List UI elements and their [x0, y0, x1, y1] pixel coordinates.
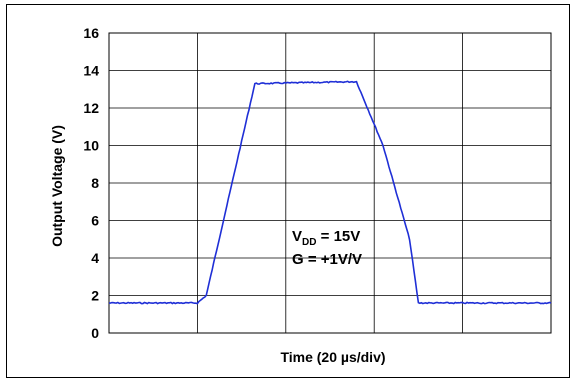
x-axis-label: Time (20 µs/div) [280, 349, 385, 365]
y-tick-label: 10 [83, 138, 99, 154]
y-tick-label: 4 [91, 250, 99, 266]
series-line-output-voltage [108, 80, 552, 305]
y-tick-label: 12 [83, 100, 99, 116]
y-tick-label: 0 [91, 325, 99, 341]
chart-frame [6, 4, 570, 378]
y-tick-label: 14 [83, 63, 99, 79]
y-tick-label: 2 [91, 288, 99, 304]
annotation-vdd: VDD = 15V [292, 228, 360, 248]
y-tick-label: 8 [91, 175, 99, 191]
y-tick-label: 6 [91, 213, 99, 229]
y-axis-ticks: 0 2 4 6 8 10 12 14 16 [83, 25, 99, 341]
annotation-vdd-sub: DD [302, 237, 316, 248]
y-axis-label: Output Voltage (V) [49, 125, 65, 247]
annotation-vdd-rest: = 15V [316, 228, 360, 245]
plot-area [108, 32, 552, 334]
annotation-gain: G = +1V/V [292, 251, 362, 268]
annotation-vdd-main: V [292, 228, 302, 245]
grid [108, 32, 552, 334]
y-tick-label: 16 [83, 25, 99, 41]
